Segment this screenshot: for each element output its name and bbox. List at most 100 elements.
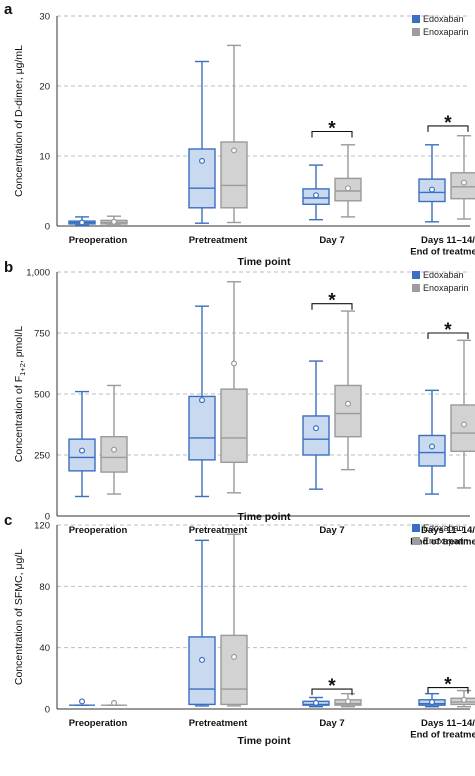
y-tick-label: 0 (45, 512, 50, 523)
legend-label-enoxaparin: Enoxaparin (423, 283, 469, 293)
box-enoxaparin-3 (450, 689, 475, 708)
mean-marker (345, 185, 352, 192)
box-edoxaban-2 (302, 360, 330, 490)
mean-marker (110, 218, 117, 225)
mean-marker (429, 699, 436, 706)
box-iqr (188, 148, 216, 209)
box-enoxaparin-3 (450, 134, 475, 220)
y-axis-label: Concentration of F1+2, pmol/L (13, 326, 27, 463)
box-iqr (302, 415, 330, 456)
x-category-label: End of treatment (410, 247, 475, 258)
y-axis-label-main: Concentration of F (13, 376, 25, 462)
legend-label-enoxaparin: Enoxaparin (423, 536, 469, 546)
significance-star: * (444, 675, 452, 696)
box-edoxaban-3 (418, 692, 446, 708)
box-edoxaban-0 (69, 698, 95, 706)
box-edoxaban-3 (418, 389, 446, 495)
x-category-label: End of treatment (410, 730, 475, 741)
significance-bracket: * (311, 676, 353, 697)
legend-label-edoxaban: Edoxaban (423, 270, 464, 280)
y-tick-label: 750 (34, 329, 50, 340)
bracket-line (311, 688, 353, 696)
y-tick-label: 1,000 (26, 268, 50, 279)
mean-marker (461, 696, 468, 703)
legend-swatch-enoxaparin (412, 28, 420, 36)
y-tick-label: 0 (45, 705, 50, 716)
y-tick-label: 0 (45, 222, 50, 233)
panel-letter: b (4, 259, 13, 276)
y-tick-label: 500 (34, 390, 50, 401)
legend-label-enoxaparin: Enoxaparin (423, 27, 469, 37)
mean-marker (199, 656, 206, 663)
significance-bracket: * (427, 675, 469, 696)
x-category-label: Days 11–14/ (421, 235, 475, 246)
significance-bracket: * (427, 320, 469, 341)
bracket-line (427, 125, 469, 132)
mean-marker (313, 192, 320, 199)
legend-swatch-edoxaban (412, 524, 420, 532)
box-iqr (418, 434, 446, 467)
box-iqr (100, 436, 128, 473)
box-edoxaban-0 (68, 216, 96, 227)
legend-swatch-enoxaparin (412, 537, 420, 545)
box-enoxaparin-0 (100, 215, 128, 227)
x-category-label: Pretreatment (189, 235, 248, 246)
y-tick-label: 250 (34, 451, 50, 462)
box-enoxaparin-2 (334, 144, 362, 218)
y-tick-label: 80 (39, 582, 50, 593)
mean-marker (78, 447, 85, 454)
mean-marker (345, 400, 352, 407)
x-category-label: Days 11–14/ (421, 718, 475, 729)
y-tick-label: 40 (39, 643, 50, 654)
x-category-label: End of treatment (410, 537, 475, 548)
y-axis-label-subscript: 1+2 (18, 363, 27, 376)
significance-star: * (444, 113, 452, 134)
mean-marker (345, 698, 352, 705)
mean-marker (429, 443, 436, 450)
box-edoxaban-1 (188, 60, 216, 224)
legend: Edoxaban Enoxaparin (412, 14, 469, 37)
significance-star: * (328, 119, 336, 140)
mean-marker (110, 446, 117, 453)
mean-marker (461, 179, 468, 186)
box-enoxaparin-0 (100, 384, 128, 495)
box-enoxaparin-3 (450, 339, 475, 489)
mean-marker (313, 699, 320, 706)
legend: Edoxaban Enoxaparin (412, 270, 469, 293)
mean-marker (231, 147, 238, 154)
y-axis-label: Concentration of D-dimer, μg/mL (13, 45, 25, 197)
x-category-label: Day 7 (319, 525, 344, 536)
box-edoxaban-2 (302, 164, 330, 221)
box-enoxaparin-2 (334, 692, 362, 708)
bracket-line (427, 332, 469, 339)
significance-bracket: * (427, 113, 469, 134)
box-edoxaban-1 (188, 305, 216, 498)
box-edoxaban-3 (418, 144, 446, 223)
significance-star: * (444, 320, 452, 341)
mean-marker (461, 421, 468, 428)
legend-label-edoxaban: Edoxaban (423, 523, 464, 533)
significance-bracket: * (311, 119, 353, 140)
bracket-line (427, 686, 469, 694)
box-edoxaban-0 (68, 390, 96, 498)
y-tick-label: 20 (39, 82, 50, 93)
y-tick-label: 30 (39, 12, 50, 23)
box-enoxaparin-1 (220, 44, 248, 224)
legend-label-edoxaban: Edoxaban (423, 14, 464, 24)
panel-a: a 0 10 20 30 Concentration of D-dimer, μg/mL P… (4, 1, 475, 268)
bracket-line (311, 130, 353, 138)
box-iqr (450, 404, 475, 453)
box-iqr (220, 634, 248, 706)
box-enoxaparin-0 (101, 699, 127, 706)
y-axis-label-tail: , pmol/L (13, 326, 25, 364)
x-category-label: Day 7 (319, 718, 344, 729)
panel-b: b 0 250 500 750 1,000 Concentration of F1+2, p… (4, 259, 475, 548)
mean-marker (429, 186, 436, 193)
significance-star: * (328, 291, 336, 312)
x-category-label: Day 7 (319, 235, 344, 246)
x-axis-title: Time point (238, 256, 291, 268)
y-tick-label: 120 (34, 521, 50, 532)
legend: Edoxaban Enoxaparin (412, 523, 469, 546)
box-iqr (450, 172, 475, 200)
mean-marker (231, 653, 238, 660)
